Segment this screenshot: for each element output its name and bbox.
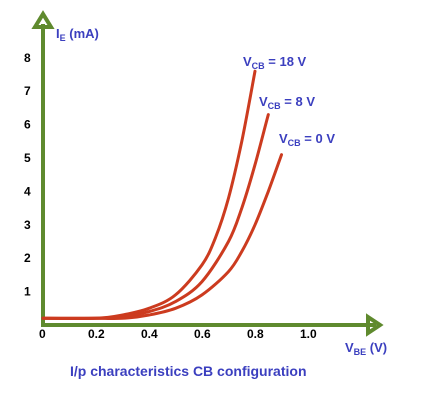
series-line <box>41 113 270 320</box>
x-tick-label: 0.4 <box>141 327 158 341</box>
y-tick-label: 5 <box>24 151 31 165</box>
tick-labels: 0 0.2 0.4 0.6 0.8 1.0 1 2 3 4 5 6 7 8 <box>24 51 317 341</box>
x-axis-label: VBE (V) <box>345 340 387 357</box>
y-axis-label: IE (mA) <box>56 26 99 43</box>
series-line <box>41 69 257 321</box>
y-tick-label: 2 <box>24 251 31 265</box>
series-label: VCB = 8 V <box>259 94 315 111</box>
series-label: VCB = 18 V <box>243 54 307 71</box>
y-tick-label: 3 <box>24 218 31 232</box>
series-labels: VCB = 18 V VCB = 8 V VCB = 0 V <box>243 54 335 148</box>
y-tick-label: 1 <box>24 285 31 299</box>
chart-caption: I/p characteristics CB configuration <box>70 363 307 379</box>
axes <box>31 10 384 337</box>
x-tick-label: 0 <box>39 327 46 341</box>
x-tick-label: 1.0 <box>300 327 317 341</box>
series-line <box>41 153 283 321</box>
y-axis-arrow <box>31 10 55 29</box>
y-tick-label: 7 <box>24 84 31 98</box>
x-tick-label: 0.8 <box>247 327 264 341</box>
series-label: VCB = 0 V <box>279 131 335 148</box>
y-tick-label: 8 <box>24 51 31 65</box>
x-tick-label: 0.2 <box>88 327 105 341</box>
y-tick-label: 6 <box>24 118 31 132</box>
y-tick-label: 4 <box>24 184 31 198</box>
x-tick-label: 0.6 <box>194 327 211 341</box>
curves <box>41 69 283 321</box>
x-axis-arrow <box>366 313 384 337</box>
